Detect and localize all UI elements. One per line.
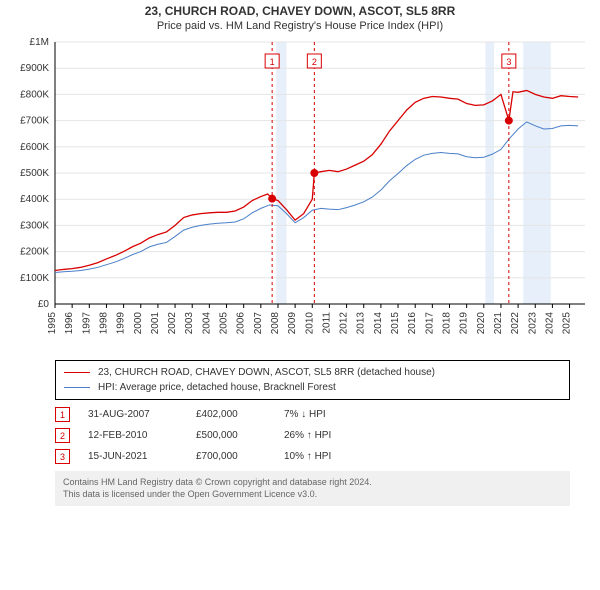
svg-text:2002: 2002 [167, 312, 178, 335]
svg-text:£700K: £700K [20, 116, 49, 127]
legend-label: 23, CHURCH ROAD, CHAVEY DOWN, ASCOT, SL5… [98, 365, 435, 380]
sale-marker-box: 2 [55, 428, 70, 443]
svg-text:2024: 2024 [544, 312, 555, 335]
sale-hpi-delta: 26% ↑ HPI [284, 430, 374, 441]
svg-text:2023: 2023 [527, 312, 538, 335]
sale-date: 12-FEB-2010 [88, 430, 178, 441]
svg-text:£500K: £500K [20, 168, 49, 179]
svg-text:2018: 2018 [441, 312, 452, 335]
footer-line-2: This data is licensed under the Open Gov… [63, 489, 562, 501]
svg-text:2007: 2007 [253, 312, 264, 335]
sale-date: 15-JUN-2021 [88, 451, 178, 462]
chart-area: £0 £100K £200K £300K £400K £500K £600K £700K £80… [0, 34, 600, 354]
svg-text:1997: 1997 [81, 312, 92, 335]
svg-text:£900K: £900K [20, 63, 49, 74]
svg-text:£600K: £600K [20, 142, 49, 153]
table-row: 3 15-JUN-2021 £700,000 10% ↑ HPI [55, 446, 570, 467]
svg-text:2006: 2006 [236, 312, 247, 335]
svg-text:2013: 2013 [356, 312, 367, 335]
svg-text:2001: 2001 [150, 312, 161, 335]
legend-label: HPI: Average price, detached house, Brac… [98, 380, 336, 395]
svg-text:2009: 2009 [287, 312, 298, 335]
legend-row: 23, CHURCH ROAD, CHAVEY DOWN, ASCOT, SL5… [64, 365, 561, 380]
svg-text:2010: 2010 [304, 312, 315, 335]
svg-text:2025: 2025 [562, 312, 573, 335]
svg-text:2019: 2019 [459, 312, 470, 335]
svg-text:1999: 1999 [116, 312, 127, 335]
sale-hpi-delta: 10% ↑ HPI [284, 451, 374, 462]
svg-text:£0: £0 [38, 299, 50, 310]
legend: 23, CHURCH ROAD, CHAVEY DOWN, ASCOT, SL5… [55, 360, 570, 400]
sale-price: £402,000 [196, 409, 266, 420]
legend-swatch [64, 387, 90, 388]
table-row: 2 12-FEB-2010 £500,000 26% ↑ HPI [55, 425, 570, 446]
table-row: 1 31-AUG-2007 £402,000 7% ↓ HPI [55, 404, 570, 425]
title-subtitle: Price paid vs. HM Land Registry's House … [0, 20, 600, 32]
svg-text:2021: 2021 [493, 312, 504, 335]
svg-text:£300K: £300K [20, 220, 49, 231]
sale-marker-box: 1 [55, 407, 70, 422]
svg-text:2000: 2000 [133, 312, 144, 335]
svg-text:£200K: £200K [20, 247, 49, 258]
svg-text:1: 1 [270, 57, 275, 67]
svg-text:2017: 2017 [424, 312, 435, 335]
sale-price: £500,000 [196, 430, 266, 441]
svg-text:1996: 1996 [64, 312, 75, 335]
svg-text:2020: 2020 [476, 312, 487, 335]
svg-text:2022: 2022 [510, 312, 521, 335]
title-address: 23, CHURCH ROAD, CHAVEY DOWN, ASCOT, SL5… [0, 4, 600, 18]
sale-hpi-delta: 7% ↓ HPI [284, 409, 374, 420]
sale-price: £700,000 [196, 451, 266, 462]
svg-text:£1M: £1M [30, 37, 49, 48]
svg-text:2016: 2016 [407, 312, 418, 335]
svg-text:2008: 2008 [270, 312, 281, 335]
sale-date: 31-AUG-2007 [88, 409, 178, 420]
legend-swatch [64, 372, 90, 373]
svg-text:2015: 2015 [390, 312, 401, 335]
price-chart-svg: £0 £100K £200K £300K £400K £500K £600K £700K £80… [0, 34, 600, 354]
svg-text:£100K: £100K [20, 273, 49, 284]
svg-text:1995: 1995 [47, 312, 58, 335]
svg-text:2014: 2014 [373, 312, 384, 335]
svg-text:2005: 2005 [219, 312, 230, 335]
attribution-footer: Contains HM Land Registry data © Crown c… [55, 471, 570, 506]
svg-text:2: 2 [312, 57, 317, 67]
svg-text:2011: 2011 [321, 312, 332, 334]
svg-text:2004: 2004 [201, 312, 212, 335]
sale-marker-box: 3 [55, 449, 70, 464]
svg-text:2012: 2012 [339, 312, 350, 335]
svg-text:1998: 1998 [98, 312, 109, 335]
sales-table: 1 31-AUG-2007 £402,000 7% ↓ HPI 2 12-FEB-2010… [55, 404, 570, 467]
svg-text:£800K: £800K [20, 89, 49, 100]
legend-row: HPI: Average price, detached house, Brac… [64, 380, 561, 395]
svg-text:2003: 2003 [184, 312, 195, 335]
svg-text:£400K: £400K [20, 194, 49, 205]
footer-line-1: Contains HM Land Registry data © Crown c… [63, 477, 562, 489]
svg-text:3: 3 [506, 57, 511, 67]
chart-titles: 23, CHURCH ROAD, CHAVEY DOWN, ASCOT, SL5… [0, 0, 600, 34]
